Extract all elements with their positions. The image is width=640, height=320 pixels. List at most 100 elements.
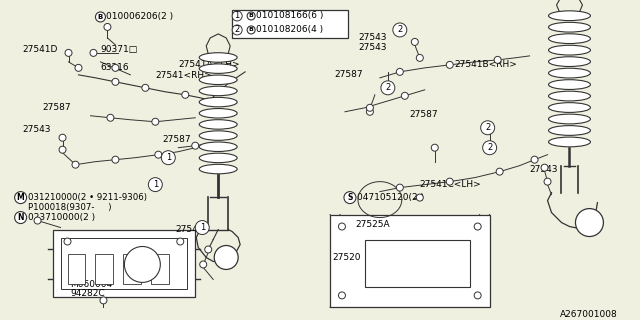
Circle shape: [34, 217, 41, 224]
Ellipse shape: [199, 153, 237, 163]
Ellipse shape: [199, 75, 237, 84]
Ellipse shape: [199, 108, 237, 118]
Text: 1: 1: [234, 12, 240, 20]
Text: 27543: 27543: [358, 33, 387, 43]
Text: 1: 1: [166, 153, 171, 162]
Circle shape: [247, 12, 255, 20]
Circle shape: [544, 178, 551, 185]
Text: 27525A: 27525A: [355, 220, 390, 229]
Circle shape: [155, 151, 162, 158]
Text: 27587: 27587: [43, 103, 71, 112]
Circle shape: [192, 142, 199, 149]
Circle shape: [15, 212, 27, 224]
Text: 2: 2: [397, 25, 403, 35]
Ellipse shape: [199, 131, 237, 140]
Circle shape: [112, 156, 119, 163]
Ellipse shape: [548, 80, 591, 90]
Ellipse shape: [548, 57, 591, 67]
Circle shape: [381, 81, 395, 95]
Ellipse shape: [548, 126, 591, 135]
Ellipse shape: [199, 64, 237, 73]
Ellipse shape: [199, 164, 237, 174]
Text: 27520: 27520: [332, 253, 360, 262]
Bar: [232, 10, 348, 38]
Ellipse shape: [548, 114, 591, 124]
Bar: [67, 254, 86, 284]
Circle shape: [232, 11, 242, 21]
Ellipse shape: [199, 53, 237, 62]
Text: 031210000(2 • 9211-9306): 031210000(2 • 9211-9306): [28, 193, 147, 202]
Text: 27543: 27543: [358, 44, 387, 52]
Text: 1: 1: [200, 223, 205, 232]
Circle shape: [152, 118, 159, 125]
Text: S: S: [348, 193, 353, 202]
Circle shape: [531, 156, 538, 163]
Circle shape: [214, 245, 238, 269]
Bar: [151, 254, 170, 284]
Circle shape: [474, 223, 481, 230]
Ellipse shape: [548, 11, 591, 20]
Circle shape: [182, 91, 189, 98]
Text: M: M: [17, 193, 24, 202]
Text: 010108206(4 ): 010108206(4 ): [256, 25, 323, 35]
Text: 27587: 27587: [334, 70, 363, 79]
Text: A267001008: A267001008: [559, 310, 617, 319]
Circle shape: [112, 78, 119, 85]
Circle shape: [416, 54, 423, 61]
Circle shape: [15, 192, 27, 204]
Ellipse shape: [199, 86, 237, 96]
Bar: [330, 215, 490, 308]
Circle shape: [195, 220, 209, 235]
Circle shape: [124, 246, 161, 283]
Text: 27541A<LH>: 27541A<LH>: [179, 60, 240, 69]
Circle shape: [247, 26, 255, 34]
Bar: [61, 237, 188, 289]
Circle shape: [446, 178, 453, 185]
Ellipse shape: [548, 22, 591, 32]
Circle shape: [112, 64, 119, 71]
Text: 2: 2: [487, 143, 492, 152]
Circle shape: [90, 49, 97, 56]
Circle shape: [416, 194, 423, 201]
Circle shape: [200, 261, 207, 268]
Ellipse shape: [548, 34, 591, 44]
Circle shape: [142, 84, 149, 91]
Circle shape: [65, 49, 72, 56]
Circle shape: [496, 168, 503, 175]
Bar: [52, 229, 195, 297]
Circle shape: [483, 141, 497, 155]
Circle shape: [59, 134, 66, 141]
Text: B: B: [249, 13, 253, 19]
Text: 2: 2: [385, 83, 390, 92]
Text: 27525: 27525: [375, 253, 403, 262]
Circle shape: [104, 23, 111, 30]
Circle shape: [481, 121, 495, 135]
Circle shape: [396, 68, 403, 75]
Circle shape: [401, 92, 408, 99]
Circle shape: [396, 184, 403, 191]
Ellipse shape: [199, 97, 237, 107]
Bar: [124, 254, 141, 284]
Text: 010108166(6 ): 010108166(6 ): [256, 12, 323, 20]
Circle shape: [344, 192, 356, 204]
Circle shape: [575, 209, 604, 236]
Ellipse shape: [548, 137, 591, 147]
Circle shape: [100, 297, 107, 304]
Text: 94282C: 94282C: [70, 289, 105, 298]
Text: 27541<RH>: 27541<RH>: [156, 71, 212, 80]
Circle shape: [177, 238, 184, 245]
Text: 27541D: 27541D: [22, 45, 58, 54]
Circle shape: [494, 56, 501, 63]
Circle shape: [474, 292, 481, 299]
Text: 27543: 27543: [529, 165, 558, 174]
Bar: [95, 254, 113, 284]
Text: 010006206(2 ): 010006206(2 ): [106, 12, 173, 21]
Text: 27543: 27543: [22, 125, 51, 134]
Text: B: B: [249, 28, 253, 32]
Text: 1: 1: [153, 180, 158, 189]
Circle shape: [367, 104, 373, 111]
Circle shape: [446, 61, 453, 68]
Text: 27541C<LH>: 27541C<LH>: [420, 180, 481, 189]
Circle shape: [64, 238, 71, 245]
Text: M060004: M060004: [70, 280, 113, 289]
